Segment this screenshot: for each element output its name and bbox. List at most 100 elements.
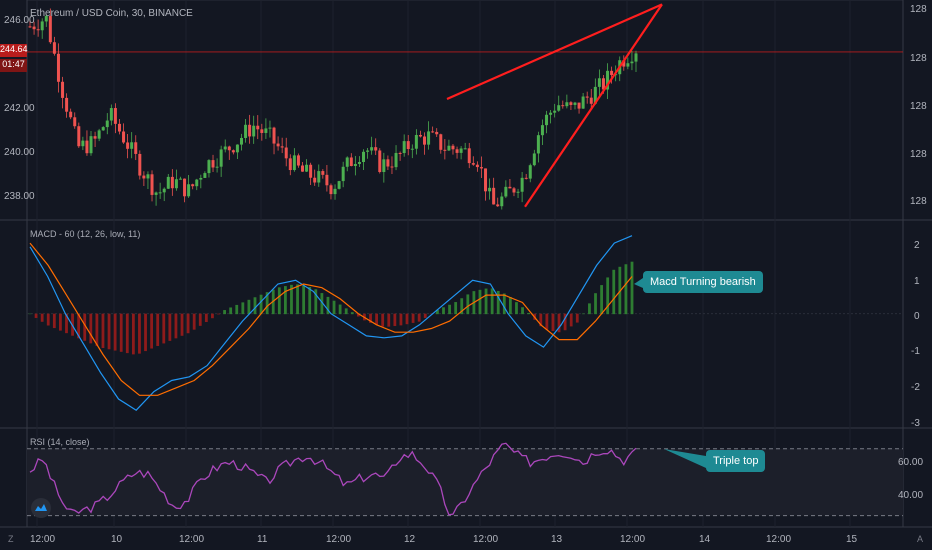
- macd-hist-bar: [107, 313, 111, 350]
- macd-histogram: [28, 261, 634, 355]
- candle-body: [105, 120, 109, 128]
- candle-body: [126, 142, 130, 149]
- macd-hist-bar: [393, 313, 397, 327]
- candle-body: [463, 148, 467, 150]
- candle-body: [130, 142, 134, 149]
- candle-body: [227, 146, 231, 151]
- candle-body: [386, 159, 390, 167]
- signal-line: [29, 242, 633, 396]
- candle-body: [504, 186, 508, 197]
- macd-hist-bar: [350, 312, 354, 315]
- price-panel-frame: [26, 0, 904, 221]
- candle-body: [362, 151, 366, 162]
- macd-hist-bar: [174, 313, 178, 339]
- candle-body: [500, 196, 504, 207]
- price-tick-238: 238.00: [4, 191, 35, 202]
- right-tick-3: 128: [910, 101, 927, 112]
- candle-body: [471, 163, 475, 165]
- candle-body: [528, 165, 532, 179]
- macd-hist-bar: [581, 313, 585, 315]
- zoom-button[interactable]: Z: [8, 534, 14, 544]
- candle-body: [601, 78, 605, 90]
- candle-body: [288, 158, 292, 171]
- macd-hist-bar: [423, 313, 427, 318]
- macd-hist-bar: [436, 309, 439, 315]
- macd-hist-bar: [156, 313, 160, 346]
- macd-hist-bar: [168, 313, 172, 341]
- candle-body: [284, 147, 288, 159]
- current-price-tag: 244.64: [0, 44, 28, 57]
- candle-body: [439, 134, 443, 150]
- macd-hist-bar: [162, 313, 166, 344]
- macd-hist-bar: [454, 302, 458, 315]
- macd-hist-bar: [186, 313, 190, 334]
- candle-body: [89, 136, 93, 154]
- right-tick-1: 128: [910, 4, 927, 15]
- candle-body: [431, 131, 435, 133]
- macd-hist-bar: [211, 313, 214, 319]
- candle-body: [317, 171, 321, 183]
- candle-body: [484, 168, 488, 192]
- candle-body: [455, 149, 459, 153]
- candle-body: [73, 117, 77, 127]
- candle-body: [398, 152, 402, 154]
- time-tick-7: 13: [551, 534, 563, 545]
- macd-hist-bar: [283, 286, 287, 315]
- macd-hist-bar: [40, 313, 44, 322]
- candle-body: [191, 184, 195, 187]
- macd-tick-m3: -3: [911, 418, 920, 429]
- candle-body: [81, 140, 85, 147]
- macd-hist-bar: [46, 313, 50, 326]
- time-tick-8: 12:00: [620, 534, 646, 545]
- time-tick-6: 12:00: [473, 534, 499, 545]
- candle-body: [374, 147, 378, 151]
- candle-body: [113, 108, 117, 124]
- candle-body: [353, 163, 357, 167]
- candle-body: [423, 136, 427, 145]
- candle-body: [418, 134, 422, 137]
- rsi-tick-40: 40.00: [898, 490, 924, 501]
- macd-hist-bar: [125, 313, 129, 354]
- time-tick-4: 12:00: [326, 534, 352, 545]
- candle-body: [545, 114, 549, 126]
- macd-tick-2: 2: [914, 240, 920, 251]
- candle-body: [170, 176, 174, 189]
- macd-hist-bar: [302, 285, 306, 315]
- countdown-tag: 01:47: [0, 59, 27, 72]
- macd-hist-bar: [59, 313, 62, 331]
- candle-body: [366, 150, 370, 152]
- right-tick-4: 128: [910, 149, 927, 160]
- candle-body: [203, 173, 207, 178]
- macd-hist-bar: [320, 293, 324, 315]
- tradingview-logo-icon[interactable]: [31, 498, 51, 518]
- auto-scale-button[interactable]: A: [917, 534, 924, 544]
- macd-tick-1: 1: [914, 276, 920, 287]
- candle-body: [28, 26, 32, 28]
- candle-body: [296, 155, 300, 166]
- candle-body: [597, 78, 601, 87]
- candle-body: [524, 177, 528, 179]
- macd-hist-bar: [405, 313, 409, 325]
- candle-body: [569, 102, 573, 105]
- macd-hist-bar: [150, 313, 154, 349]
- annotations: [446, 3, 706, 468]
- time-tick-10: 12:00: [766, 534, 792, 545]
- candle-body: [475, 164, 479, 168]
- macd-hist-bar: [131, 313, 135, 355]
- candle-body: [410, 148, 414, 150]
- candle-body: [85, 140, 89, 154]
- candle-body: [260, 129, 264, 133]
- candle-body: [532, 153, 536, 166]
- candle-body: [394, 152, 398, 168]
- macd-hist-bar: [77, 313, 81, 339]
- macd-hist-bar: [247, 299, 251, 315]
- candle-body: [508, 186, 512, 189]
- candle-body: [109, 108, 113, 121]
- indicator-lines: [29, 235, 637, 516]
- candle-body: [65, 97, 69, 112]
- macd-hist-bar: [217, 313, 220, 315]
- candle-body: [390, 166, 394, 168]
- candle-body: [593, 86, 597, 104]
- macd-hist-bar: [478, 289, 482, 315]
